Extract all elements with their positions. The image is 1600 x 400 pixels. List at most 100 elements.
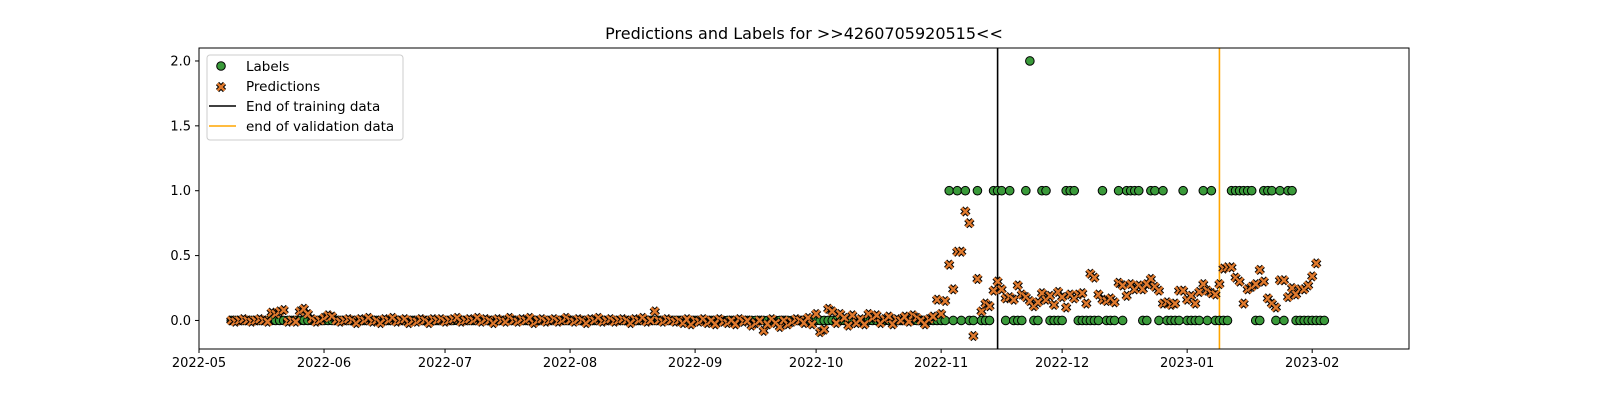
x-tick-label: 2023-02 bbox=[1285, 356, 1339, 371]
prediction-point-fill bbox=[977, 306, 986, 316]
prediction-point bbox=[645, 315, 656, 326]
prediction-point bbox=[754, 315, 765, 326]
prediction-point-fill bbox=[956, 247, 966, 257]
prediction-point bbox=[871, 310, 882, 321]
prediction-point bbox=[278, 304, 289, 316]
prediction-point bbox=[903, 316, 915, 327]
prediction-point bbox=[927, 311, 939, 322]
prediction-point-fill bbox=[811, 309, 821, 319]
prediction-point bbox=[996, 284, 1007, 295]
label-point bbox=[952, 185, 963, 196]
label-point bbox=[1025, 56, 1035, 66]
prediction-point-fill bbox=[843, 321, 853, 331]
prediction-point-fill bbox=[932, 295, 942, 305]
prediction-point bbox=[1214, 278, 1225, 290]
prediction-point-fill bbox=[1122, 291, 1132, 301]
prediction-point bbox=[1258, 276, 1269, 287]
prediction-point bbox=[1234, 276, 1245, 287]
prediction-point-fill bbox=[884, 312, 894, 322]
prediction-point-fill bbox=[1239, 299, 1249, 309]
prediction-point bbox=[819, 324, 830, 335]
prediction-point-fill bbox=[839, 313, 849, 323]
prediction-point-fill bbox=[819, 325, 829, 334]
prediction-point bbox=[262, 316, 273, 327]
prediction-point bbox=[1194, 286, 1205, 298]
prediction-point bbox=[976, 306, 987, 317]
prediction-point-fill bbox=[997, 284, 1007, 294]
prediction-point bbox=[1044, 290, 1056, 301]
prediction-point-fill bbox=[279, 305, 289, 315]
data-points bbox=[226, 56, 1330, 342]
prediction-point-fill bbox=[1089, 273, 1099, 283]
label-point bbox=[1069, 185, 1080, 196]
prediction-point bbox=[1303, 280, 1314, 291]
prediction-point bbox=[1282, 291, 1294, 303]
prediction-point-fill bbox=[1009, 295, 1019, 305]
label-point bbox=[1041, 185, 1051, 196]
prediction-point bbox=[1117, 280, 1128, 291]
prediction-point-fill bbox=[1283, 292, 1293, 302]
prediction-point-fill bbox=[1307, 271, 1317, 281]
prediction-point bbox=[1061, 302, 1072, 313]
label-point bbox=[1246, 185, 1257, 196]
prediction-point-fill bbox=[1081, 299, 1091, 309]
prediction-point-fill bbox=[964, 218, 974, 228]
label-point bbox=[1174, 315, 1184, 326]
prediction-point-fill bbox=[928, 312, 938, 322]
prediction-point-fill bbox=[985, 301, 994, 311]
prediction-point-fill bbox=[263, 317, 273, 327]
prediction-point-fill bbox=[1118, 280, 1128, 290]
prediction-point bbox=[843, 320, 854, 331]
label-point bbox=[960, 185, 971, 196]
prediction-point bbox=[956, 246, 967, 257]
prediction-point-fill bbox=[1170, 299, 1180, 309]
prediction-point bbox=[1210, 289, 1221, 300]
label-point bbox=[948, 315, 959, 326]
label-point bbox=[956, 315, 967, 326]
legend-predictions-text: Predictions bbox=[246, 79, 320, 95]
label-point bbox=[1202, 315, 1213, 326]
x-tick-label: 2022-09 bbox=[668, 356, 722, 371]
prediction-point bbox=[931, 294, 943, 305]
prediction-point-fill bbox=[1214, 279, 1224, 289]
prediction-point bbox=[1048, 299, 1060, 311]
prediction-point bbox=[960, 206, 971, 217]
prediction-point bbox=[883, 311, 894, 322]
prediction-point-fill bbox=[1045, 291, 1055, 301]
label-point bbox=[996, 185, 1007, 196]
prediction-point bbox=[290, 316, 301, 327]
prediction-point bbox=[992, 276, 1003, 287]
legend-labels-marker bbox=[216, 61, 226, 71]
prediction-point bbox=[1226, 262, 1237, 273]
prediction-point bbox=[1081, 298, 1092, 309]
prediction-point bbox=[1190, 298, 1201, 309]
label-point bbox=[1254, 315, 1265, 326]
prediction-point-fill bbox=[1049, 300, 1059, 310]
label-point bbox=[1142, 315, 1152, 326]
prediction-point-fill bbox=[936, 309, 946, 319]
prediction-point bbox=[649, 306, 660, 317]
prediction-point-fill bbox=[1186, 291, 1196, 301]
prediction-point-fill bbox=[1251, 279, 1261, 289]
prediction-point bbox=[831, 317, 842, 329]
label-point bbox=[1109, 315, 1120, 326]
label-point bbox=[984, 315, 995, 326]
prediction-point-fill bbox=[872, 310, 882, 320]
prediction-point-fill bbox=[1194, 287, 1204, 297]
prediction-point bbox=[1077, 288, 1088, 299]
prediction-point-fill bbox=[1311, 258, 1321, 268]
y-tick-label: 1.0 bbox=[170, 184, 191, 199]
prediction-point-fill bbox=[1146, 274, 1156, 284]
prediction-point-fill bbox=[831, 318, 841, 328]
prediction-point bbox=[1250, 278, 1261, 290]
prediction-point bbox=[1056, 291, 1068, 303]
label-point bbox=[1287, 185, 1297, 196]
legend-training-text: End of training data bbox=[246, 99, 380, 115]
label-point bbox=[1267, 185, 1277, 196]
prediction-point-fill bbox=[860, 319, 869, 329]
prediction-point bbox=[1109, 297, 1120, 308]
prediction-point bbox=[944, 259, 955, 270]
prediction-point-fill bbox=[948, 284, 958, 294]
